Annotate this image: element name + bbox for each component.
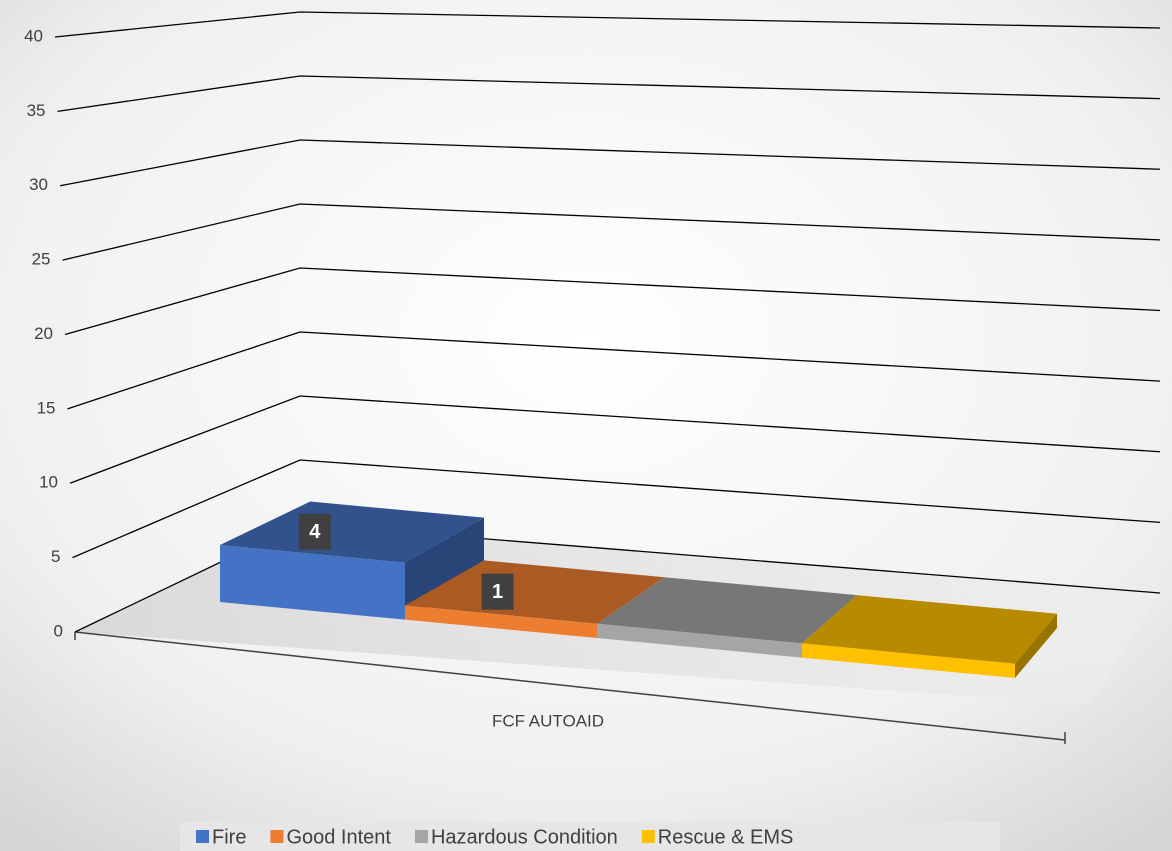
y-tick-label: 20	[34, 324, 53, 343]
y-tick-label: 0	[54, 621, 63, 640]
data-label: 1	[492, 581, 503, 603]
grid-line	[67, 331, 1161, 410]
y-tick-label: 5	[51, 547, 60, 566]
bar-top	[597, 577, 857, 644]
legend-swatch	[641, 830, 655, 843]
grid-line	[64, 267, 1161, 336]
data-label: 4	[309, 521, 321, 543]
grid-line	[69, 395, 1161, 484]
y-tick-label: 15	[37, 398, 56, 417]
legend-swatch	[270, 830, 284, 843]
bar	[802, 643, 1015, 679]
bar-top	[220, 501, 484, 563]
data-label-box	[481, 573, 514, 610]
bar-top	[405, 560, 665, 624]
grid-line	[62, 203, 1161, 261]
data-label-box	[298, 513, 331, 550]
y-tick-label: 40	[24, 26, 43, 45]
bar-top	[802, 595, 1057, 664]
x-tick-label: FCF AUTOAID	[492, 711, 604, 730]
y-tick-label: 25	[32, 250, 51, 269]
legend-label: Hazardous Condition	[431, 826, 618, 848]
grid-line	[54, 11, 1161, 38]
bar	[597, 623, 802, 658]
grid-line	[57, 75, 1161, 113]
legend-label: Rescue & EMS	[658, 826, 794, 848]
x-axis	[74, 631, 1066, 741]
grid-line	[59, 139, 1161, 187]
legend-swatch	[414, 830, 428, 843]
legend: Fire Good Intent Hazardous Condition Rescue…	[196, 826, 793, 848]
legend-swatch	[196, 830, 209, 843]
bar	[405, 605, 597, 639]
bar-side	[1015, 613, 1057, 679]
grid-line	[72, 459, 1161, 559]
legend-label: Fire	[212, 826, 246, 848]
legend-label: Good Intent	[286, 826, 391, 848]
y-tick-label: 30	[29, 175, 48, 194]
legend-box	[180, 822, 1000, 851]
bar	[220, 545, 405, 620]
y-tick-label: 35	[27, 101, 46, 120]
y-tick-label: 10	[39, 473, 58, 492]
